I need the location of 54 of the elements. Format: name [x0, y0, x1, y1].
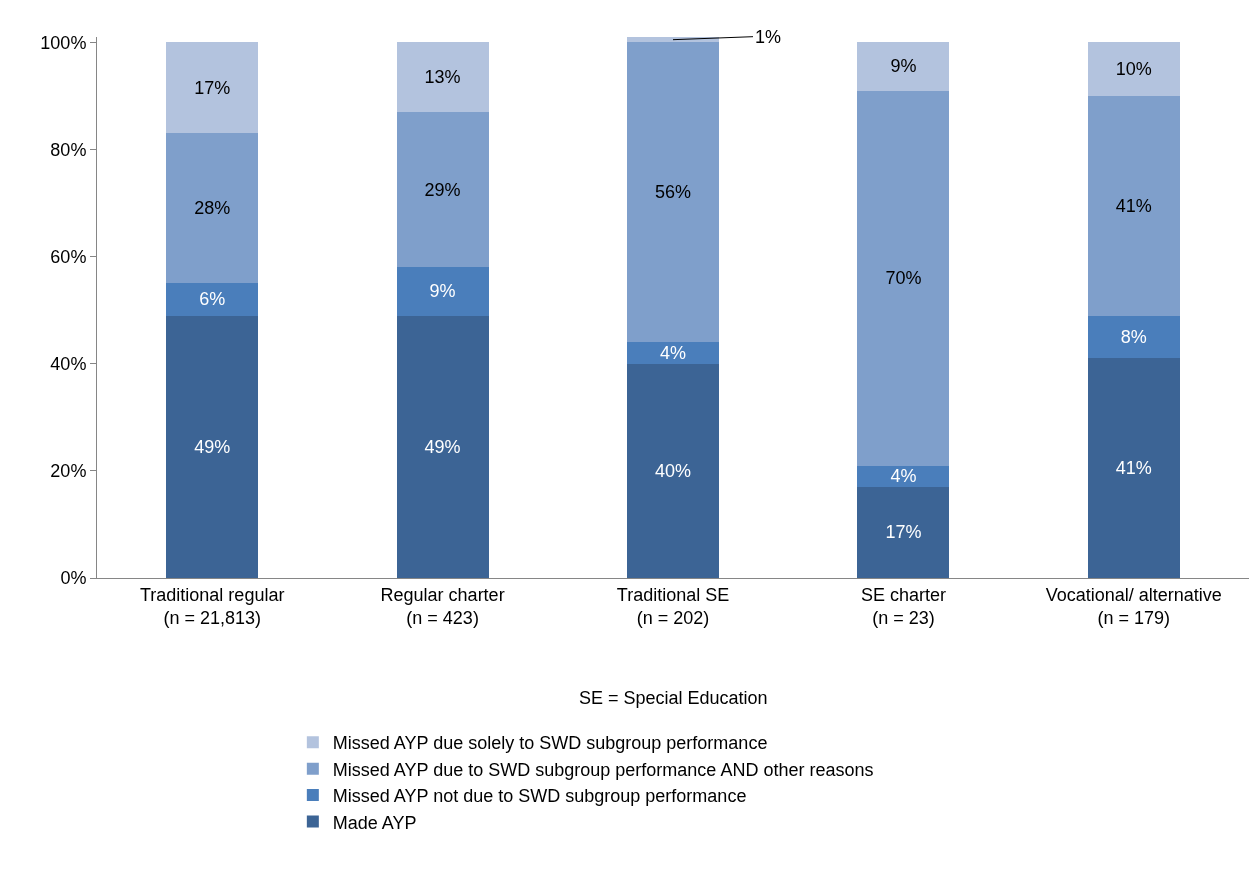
bar — [626, 363, 720, 578]
y-tick-label: 100% — [40, 32, 87, 53]
bar — [396, 267, 489, 316]
bar — [396, 111, 489, 268]
data-label: 29% — [424, 179, 461, 200]
y-tick-label: 0% — [60, 568, 87, 589]
x-tick-label: Regular charter (n = 423) — [380, 584, 505, 628]
text: SE = Special Education — [579, 688, 768, 708]
x-tick-label: Traditional regular (n = 21,813) — [140, 584, 285, 628]
bar — [166, 283, 259, 316]
data-label: 4% — [890, 466, 917, 487]
bar — [857, 90, 950, 466]
data-label: 4% — [659, 343, 687, 364]
bar — [626, 342, 720, 364]
bar — [1087, 42, 1180, 96]
y-tick-label: 20% — [50, 461, 87, 482]
data-label: 49% — [194, 436, 231, 457]
x-tick-label: Traditional SE (n = 202) — [616, 584, 730, 628]
data-label: 28% — [194, 198, 231, 219]
data-label: 41% — [1115, 195, 1152, 216]
bar — [1087, 358, 1180, 578]
bar — [626, 42, 720, 343]
bar — [396, 315, 489, 578]
legend-label: Missed AYP due to SWD subgroup performance AND other reasons — [332, 759, 874, 780]
bar — [1087, 95, 1180, 316]
bar — [857, 42, 950, 91]
bar — [166, 42, 259, 134]
data-label: 41% — [1115, 458, 1152, 479]
x-tick-label: SE charter (n = 23) — [860, 584, 946, 628]
bar — [396, 42, 489, 112]
legend-label: Made AYP — [332, 812, 417, 833]
legend-label: Missed AYP due solely to SWD subgroup performance — [332, 733, 768, 754]
data-label: 9% — [890, 56, 917, 77]
data-label: 40% — [654, 460, 692, 481]
y-tick-label: 80% — [50, 139, 87, 160]
data-label: 49% — [424, 436, 461, 457]
data-label: 13% — [424, 67, 461, 88]
data-label: 8% — [1120, 326, 1147, 347]
x-tick-label: Vocational/ alternative (n = 179) — [1045, 584, 1222, 628]
annotation: 1% — [755, 27, 782, 47]
data-label: 70% — [885, 268, 922, 289]
data-label: 6% — [199, 289, 226, 310]
data-label: 9% — [429, 281, 456, 302]
bar — [166, 133, 259, 284]
bar — [857, 486, 950, 578]
bar — [1087, 315, 1180, 359]
legend-label: Missed AYP not due to SWD subgroup performance — [332, 786, 747, 807]
data-label: 56% — [654, 182, 692, 203]
data-label: 10% — [1115, 59, 1152, 80]
bar — [166, 315, 259, 578]
y-tick-label: 60% — [50, 246, 87, 267]
y-tick-label: 40% — [50, 354, 87, 375]
data-label: 17% — [885, 522, 922, 543]
data-label: 17% — [194, 77, 231, 98]
